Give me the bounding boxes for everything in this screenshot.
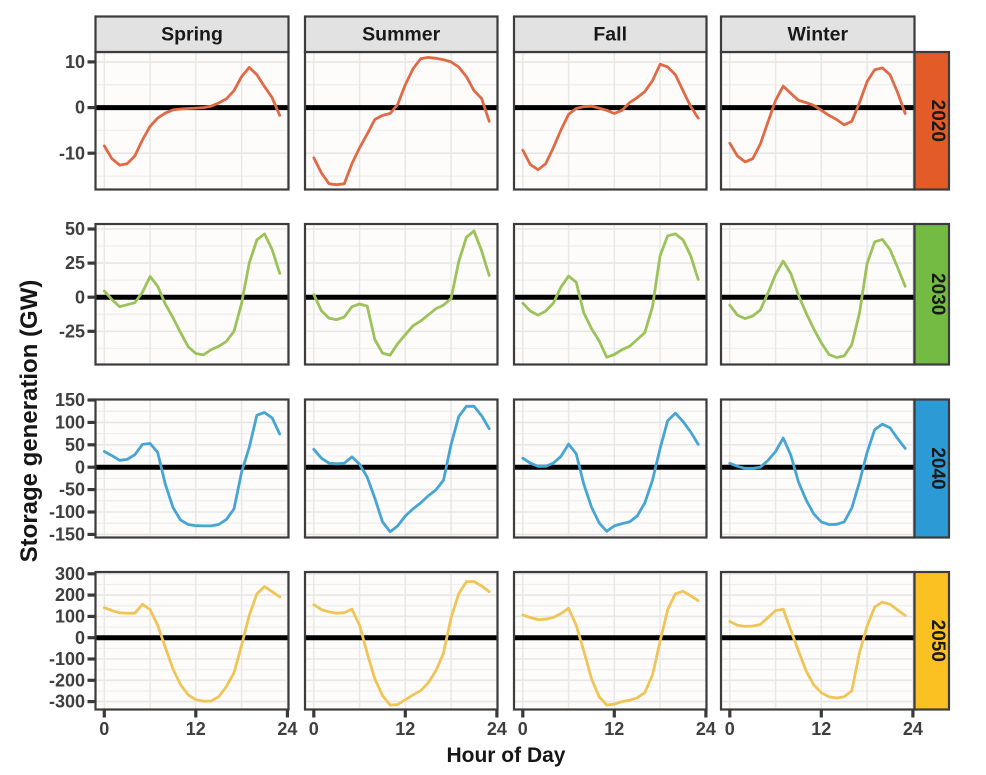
svg-text:-100: -100 [49,649,85,669]
svg-text:0: 0 [75,628,85,648]
svg-text:-150: -150 [49,525,85,545]
svg-text:0: 0 [518,719,528,739]
svg-text:0: 0 [75,457,85,477]
svg-text:100: 100 [55,413,85,433]
svg-text:2020: 2020 [927,100,948,142]
svg-text:200: 200 [55,585,85,605]
svg-text:Spring: Spring [161,23,223,45]
svg-text:-25: -25 [59,321,85,341]
svg-text:0: 0 [99,719,109,739]
svg-text:0: 0 [725,719,735,739]
svg-text:12: 12 [186,719,206,739]
svg-text:-10: -10 [59,143,85,163]
svg-text:-300: -300 [49,692,85,712]
svg-text:0: 0 [75,98,85,118]
svg-text:24: 24 [696,719,716,739]
svg-text:-200: -200 [49,670,85,690]
svg-text:300: 300 [55,564,85,584]
svg-text:50: 50 [65,435,85,455]
svg-text:0: 0 [75,287,85,307]
svg-text:2030: 2030 [927,273,948,315]
svg-text:2040: 2040 [927,447,948,489]
svg-text:Storage generation (GW): Storage generation (GW) [16,280,43,563]
svg-text:12: 12 [811,719,831,739]
svg-text:2050: 2050 [927,620,948,662]
svg-text:25: 25 [65,253,85,273]
svg-text:Summer: Summer [362,23,440,45]
svg-text:-100: -100 [49,502,85,522]
svg-text:150: 150 [55,390,85,410]
svg-text:12: 12 [604,719,624,739]
svg-text:50: 50 [65,219,85,239]
svg-text:Fall: Fall [593,23,627,45]
svg-text:-50: -50 [59,480,85,500]
svg-text:Hour of Day: Hour of Day [446,744,565,767]
svg-text:100: 100 [55,607,85,627]
svg-text:0: 0 [309,719,319,739]
svg-text:24: 24 [277,719,297,739]
svg-text:24: 24 [487,719,507,739]
svg-text:10: 10 [65,52,85,72]
svg-text:12: 12 [395,719,415,739]
svg-text:Winter: Winter [788,23,849,45]
svg-text:24: 24 [903,719,923,739]
